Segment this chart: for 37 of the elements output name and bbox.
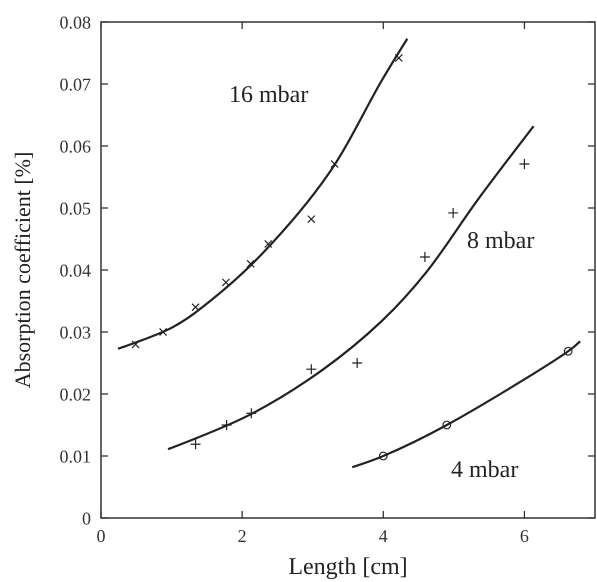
point	[246, 260, 255, 268]
x-tick-label: 2	[238, 526, 247, 546]
point	[448, 207, 459, 219]
point	[306, 364, 317, 375]
y-tick-label: 0.04	[60, 260, 91, 280]
point	[394, 54, 403, 62]
y-tick-label: 0.05	[60, 198, 91, 218]
point	[158, 328, 168, 336]
point	[307, 215, 316, 224]
text: 16 mbar	[229, 82, 308, 108]
point	[221, 419, 232, 431]
line-series	[166, 125, 535, 450]
point	[191, 303, 200, 312]
y-axis-title: Absorption coefficient [%]	[10, 152, 35, 388]
y-tick-label: 0.07	[60, 74, 91, 94]
y-tick-label: 0.08	[60, 12, 91, 32]
y-tick-label: 0.03	[60, 322, 91, 342]
point	[518, 158, 530, 170]
point	[131, 340, 140, 349]
point	[264, 240, 272, 248]
point	[419, 251, 431, 263]
series-label: 4 mbar	[451, 457, 518, 483]
y-tick-label: 0.01	[60, 446, 91, 466]
x-tick-label: 4	[378, 526, 388, 546]
point	[246, 408, 257, 419]
point	[352, 357, 363, 369]
x-tick-label: 0	[96, 526, 106, 546]
y-tick-label: 0	[82, 508, 91, 528]
y-tick-label: 0.02	[60, 384, 91, 404]
line-series	[116, 38, 408, 350]
x-axis-title: Length [cm]	[288, 554, 408, 580]
y-tick-label: 0.06	[60, 136, 91, 156]
point	[190, 438, 202, 450]
x-tick-label: 6	[520, 526, 529, 546]
series-label: 8 mbar	[467, 228, 534, 254]
point	[222, 278, 230, 287]
point	[330, 160, 339, 168]
